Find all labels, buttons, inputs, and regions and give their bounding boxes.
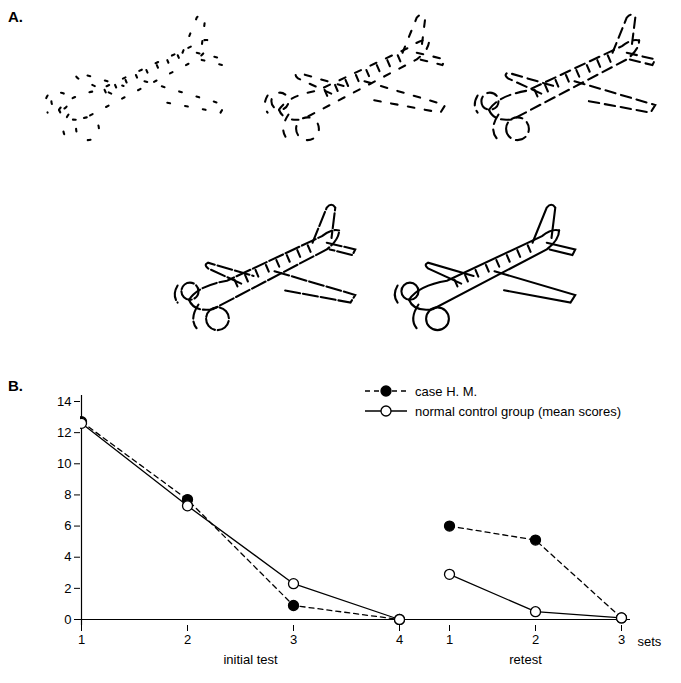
svg-text:retest: retest bbox=[509, 652, 542, 667]
html-text:normal control group (mean sco: normal control group (mean scores) bbox=[415, 403, 621, 419]
svg-text:0: 0 bbox=[64, 612, 71, 627]
svg-text:14: 14 bbox=[57, 394, 71, 409]
svg-text:sets: sets bbox=[638, 634, 662, 649]
svg-text:4: 4 bbox=[396, 632, 403, 647]
svg-text:10: 10 bbox=[57, 456, 71, 471]
svg-text:3: 3 bbox=[618, 632, 625, 647]
svg-text:8: 8 bbox=[64, 487, 71, 502]
svg-text:2: 2 bbox=[532, 632, 539, 647]
html-text:B.: B. bbox=[8, 377, 23, 394]
svg-text:1: 1 bbox=[446, 632, 453, 647]
svg-text:2: 2 bbox=[184, 632, 191, 647]
svg-text:A.: A. bbox=[8, 8, 23, 25]
html-text:case H. M.: case H. M. bbox=[415, 383, 478, 399]
svg-text:2: 2 bbox=[64, 581, 71, 596]
svg-text:12: 12 bbox=[57, 425, 71, 440]
svg-text:6: 6 bbox=[64, 518, 71, 533]
svg-text:3: 3 bbox=[290, 632, 297, 647]
svg-text:initial test: initial test bbox=[223, 652, 278, 667]
svg-text:1: 1 bbox=[78, 632, 85, 647]
svg-text:4: 4 bbox=[64, 549, 71, 564]
